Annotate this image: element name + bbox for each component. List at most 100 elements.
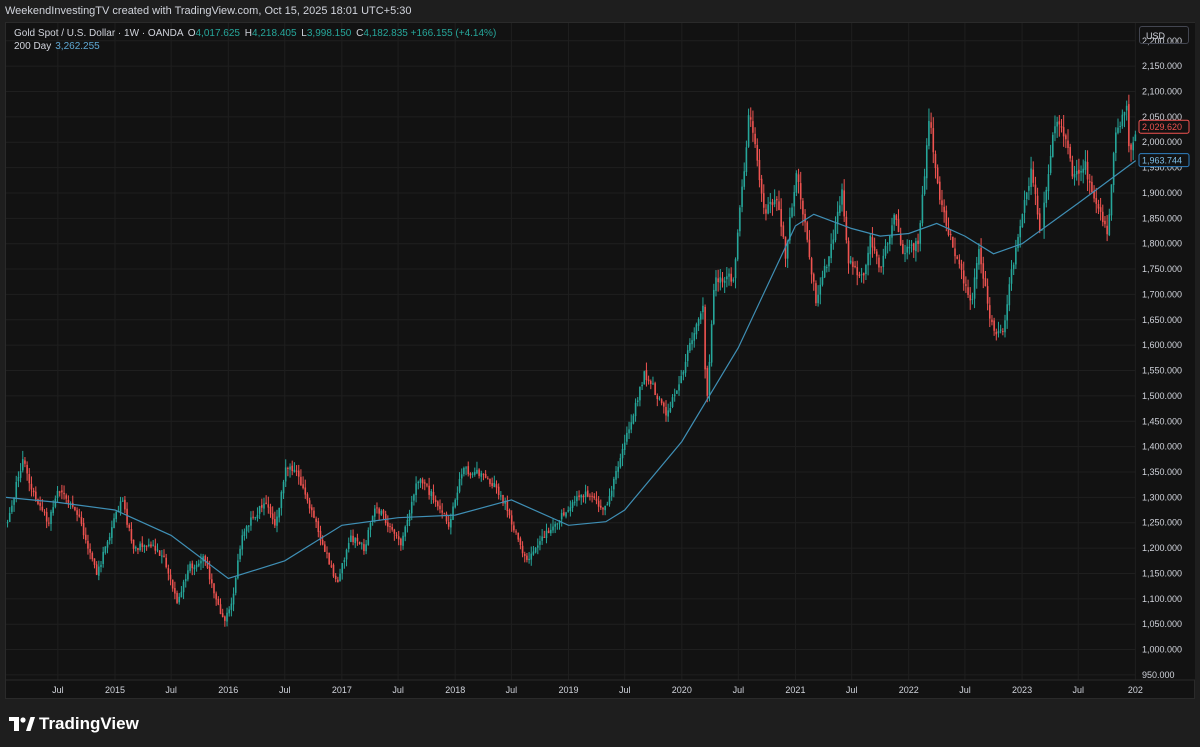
candle-up <box>610 485 613 501</box>
price-tick-label: 1,600.000 <box>1142 340 1182 350</box>
candle-up <box>339 568 341 582</box>
candle-up <box>678 376 680 396</box>
candle-down <box>28 468 31 492</box>
candle-body <box>975 263 978 280</box>
candle-down <box>1128 94 1130 153</box>
candle-body <box>493 482 496 488</box>
candle-down <box>141 536 144 552</box>
candle-body <box>347 543 350 549</box>
candle-down <box>95 561 98 576</box>
candle-up <box>139 541 141 552</box>
candle-up <box>973 268 976 309</box>
candle-body <box>706 367 709 396</box>
candle-up <box>539 535 541 551</box>
candle-body <box>410 501 413 514</box>
candle-down <box>332 563 335 578</box>
candle-body <box>1086 161 1089 180</box>
candle-body <box>378 508 380 514</box>
tradingview-logo[interactable]: TradingView <box>9 714 139 734</box>
candle-body <box>119 501 122 512</box>
candle-up <box>11 500 13 514</box>
candle-body <box>250 517 252 526</box>
last-price-badge-box <box>1138 119 1190 134</box>
candle-body <box>802 200 804 215</box>
candle-body <box>843 190 845 217</box>
candle-down <box>1106 215 1108 242</box>
candle-up <box>450 513 452 535</box>
candle-up <box>187 564 189 582</box>
candle-up <box>452 502 454 521</box>
candle-body <box>867 252 869 266</box>
candle-up <box>152 540 154 547</box>
candle-body <box>960 263 963 270</box>
candle-up <box>245 525 248 539</box>
candle-up <box>904 244 906 263</box>
candle-up <box>673 388 676 402</box>
candle-body <box>371 515 374 523</box>
candle-body <box>726 276 728 280</box>
candle-body <box>239 548 241 560</box>
candle-body <box>582 495 585 498</box>
candle-body <box>61 490 63 493</box>
candle-body <box>928 120 930 146</box>
candle-up <box>767 197 769 215</box>
candle-down <box>315 516 317 529</box>
candle-up <box>580 494 583 505</box>
candle-body <box>58 491 61 493</box>
candle-up <box>623 434 626 456</box>
candle-body <box>452 506 454 520</box>
candle-body <box>578 495 580 497</box>
candle-down <box>306 492 309 504</box>
candle-body <box>465 467 467 469</box>
candle-body <box>826 267 828 269</box>
candle-body <box>432 491 435 501</box>
candle-down <box>654 381 656 396</box>
candle-down <box>484 470 487 479</box>
candle-body <box>1112 153 1115 185</box>
candle-down <box>815 280 817 307</box>
candle-body <box>17 477 20 482</box>
candle-up <box>106 540 109 554</box>
candle-up <box>247 525 250 533</box>
candle-body <box>925 145 928 179</box>
candle-body <box>256 514 259 519</box>
candle-body <box>945 210 948 226</box>
price-tick-label: 1,400.000 <box>1142 442 1182 452</box>
candle-up <box>256 507 259 522</box>
candle-body <box>628 429 630 434</box>
candle-up <box>1132 136 1135 160</box>
candle-body <box>1004 320 1006 333</box>
candle-body <box>282 481 285 494</box>
candle-up <box>823 258 826 279</box>
candle-body <box>632 415 635 424</box>
candle-body <box>1065 135 1067 140</box>
candle-up <box>723 276 726 294</box>
candle-body <box>717 278 719 283</box>
candle-down <box>934 150 937 179</box>
candle-body <box>439 505 441 510</box>
candle-down <box>308 497 311 514</box>
ma-row[interactable]: 200 Day 3,262.255 <box>14 40 496 53</box>
candle-body <box>19 470 22 478</box>
candle-up <box>817 285 819 307</box>
candle-body <box>1012 264 1015 270</box>
candle-up <box>793 185 796 217</box>
candle-up <box>480 470 483 482</box>
candle-body <box>862 273 865 276</box>
candle-body <box>89 549 91 553</box>
candle-body <box>308 500 311 509</box>
candle-body <box>87 540 89 549</box>
candle-down <box>287 466 289 477</box>
candle-body <box>380 510 383 515</box>
candle-up <box>691 332 693 351</box>
candle-body <box>1123 111 1126 116</box>
candle-body <box>808 239 811 258</box>
candle-up <box>773 189 776 208</box>
candle-body <box>684 361 687 373</box>
candle-body <box>15 481 18 499</box>
currency-button[interactable]: USD <box>1139 26 1189 44</box>
candle-down <box>762 184 765 215</box>
candle-body <box>8 512 11 522</box>
price-chart[interactable]: 950.000 1,000.000 1,050.000 1,100.000 1,150.… <box>0 0 1200 699</box>
candle-body <box>458 478 461 492</box>
